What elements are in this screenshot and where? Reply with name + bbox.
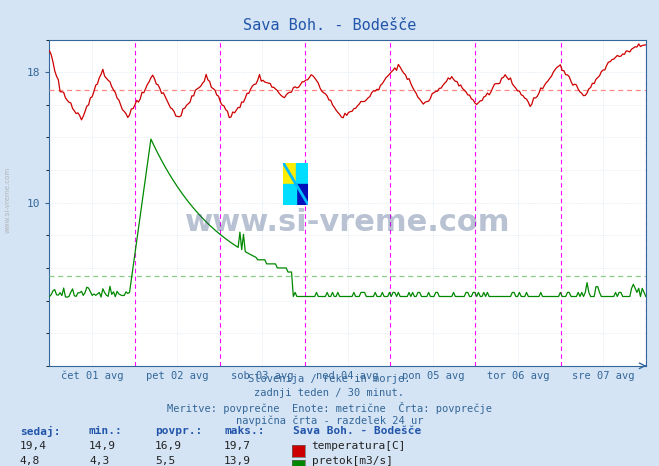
Text: 4,3: 4,3 (89, 456, 109, 466)
Text: 19,4: 19,4 (20, 441, 47, 451)
Text: temperatura[C]: temperatura[C] (312, 441, 406, 451)
FancyBboxPatch shape (296, 184, 308, 205)
FancyBboxPatch shape (296, 163, 308, 184)
Text: sedaj:: sedaj: (20, 426, 60, 438)
Text: 13,9: 13,9 (224, 456, 251, 466)
Text: Sava Boh. - Bodešče: Sava Boh. - Bodešče (293, 426, 422, 436)
Text: navpična črta - razdelek 24 ur: navpična črta - razdelek 24 ur (236, 416, 423, 426)
FancyBboxPatch shape (283, 163, 296, 184)
Text: povpr.:: povpr.: (155, 426, 202, 436)
Text: Meritve: povprečne  Enote: metrične  Črta: povprečje: Meritve: povprečne Enote: metrične Črta:… (167, 402, 492, 414)
FancyBboxPatch shape (283, 184, 296, 205)
Text: min.:: min.: (89, 426, 123, 436)
Text: www.si-vreme.com: www.si-vreme.com (185, 208, 510, 237)
Text: 5,5: 5,5 (155, 456, 175, 466)
Text: www.si-vreme.com: www.si-vreme.com (5, 167, 11, 233)
Text: 16,9: 16,9 (155, 441, 182, 451)
Text: pretok[m3/s]: pretok[m3/s] (312, 456, 393, 466)
Text: 4,8: 4,8 (20, 456, 40, 466)
Text: maks.:: maks.: (224, 426, 264, 436)
Text: 19,7: 19,7 (224, 441, 251, 451)
Text: Slovenija / reke in morje.: Slovenija / reke in morje. (248, 374, 411, 384)
Text: 14,9: 14,9 (89, 441, 116, 451)
Text: Sava Boh. - Bodešče: Sava Boh. - Bodešče (243, 18, 416, 33)
Text: zadnji teden / 30 minut.: zadnji teden / 30 minut. (254, 388, 405, 397)
